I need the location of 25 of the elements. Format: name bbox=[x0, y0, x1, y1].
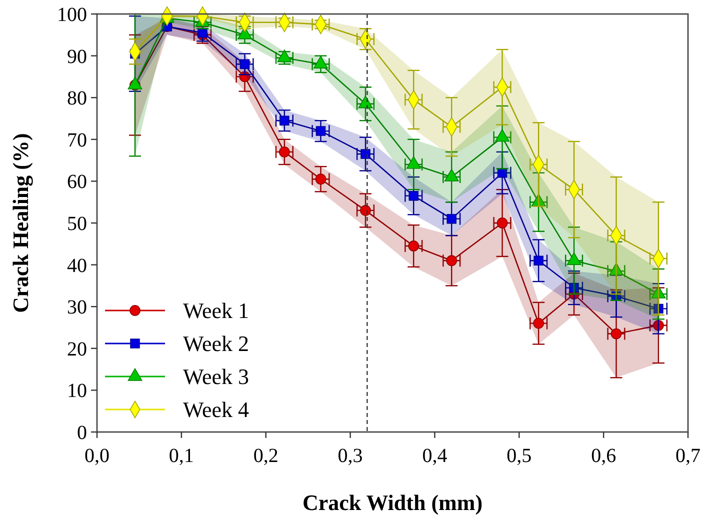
x-tick-label: 0,6 bbox=[591, 445, 616, 467]
x-tick-label: 0,7 bbox=[676, 445, 700, 467]
y-tick-label: 10 bbox=[67, 380, 87, 402]
y-tick-label: 80 bbox=[67, 88, 87, 110]
legend-label: Week 4 bbox=[183, 397, 250, 422]
y-tick-label: 30 bbox=[67, 296, 87, 319]
y-tick-label: 70 bbox=[67, 129, 87, 152]
x-tick-label: 0,2 bbox=[253, 445, 278, 467]
legend-label: Week 2 bbox=[183, 331, 250, 356]
y-tick-label: 20 bbox=[67, 338, 87, 360]
legend-label: Week 3 bbox=[183, 364, 250, 390]
y-tick-label: 50 bbox=[67, 213, 87, 235]
x-axis-title: Crack Width (mm) bbox=[302, 490, 483, 515]
x-tick-label: 0,5 bbox=[506, 445, 532, 467]
x-tick-label: 0,4 bbox=[422, 445, 448, 467]
y-tick-label: 60 bbox=[67, 171, 87, 194]
legend-label: Week 1 bbox=[183, 298, 250, 324]
y-tick-label: 100 bbox=[57, 4, 87, 26]
y-tick-label: 40 bbox=[67, 254, 87, 277]
y-tick-label: 90 bbox=[67, 46, 87, 68]
x-tick-label: 0,3 bbox=[338, 445, 363, 467]
y-tick-label: 0 bbox=[77, 422, 87, 444]
x-tick-label: 0,1 bbox=[168, 445, 194, 467]
x-tick-label: 0,0 bbox=[84, 445, 110, 467]
y-axis-title: Crack Healing (%) bbox=[8, 133, 33, 313]
